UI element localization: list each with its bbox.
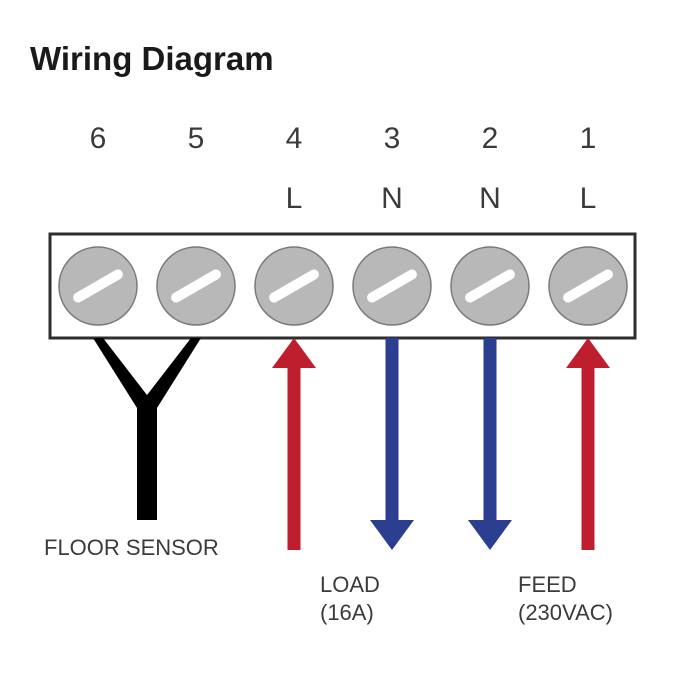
terminal-letter: L — [580, 182, 597, 215]
arrow-head-icon — [468, 520, 512, 550]
load-label: LOAD — [320, 572, 380, 597]
floor-sensor-label: FLOOR SENSOR — [44, 535, 219, 560]
load-sublabel: (16A) — [320, 600, 374, 625]
terminal-number: 6 — [90, 122, 107, 155]
terminal-letter: N — [479, 182, 501, 215]
arrow-head-icon — [566, 338, 610, 368]
terminal-number: 2 — [482, 122, 499, 155]
feed-sublabel: (230VAC) — [518, 600, 613, 625]
arrow-head-icon — [370, 520, 414, 550]
sensor-wire-icon — [137, 338, 201, 408]
sensor-wire-icon — [137, 406, 157, 520]
terminal-letter: N — [381, 182, 403, 215]
terminal-letter: L — [286, 182, 303, 215]
terminal-number: 1 — [580, 122, 597, 155]
terminal-number: 5 — [188, 122, 205, 155]
terminal-number: 3 — [384, 122, 401, 155]
diagram-title: Wiring Diagram — [30, 40, 274, 77]
feed-label: FEED — [518, 572, 577, 597]
terminal-number: 4 — [286, 122, 303, 155]
arrow-head-icon — [272, 338, 316, 368]
